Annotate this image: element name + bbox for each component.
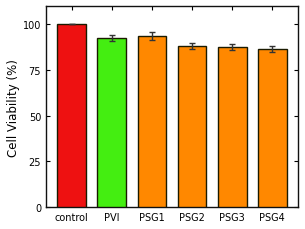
Bar (57, 25, 86, 207)
Bar (178, 47, 206, 207)
Bar (98, 39, 126, 207)
Bar (138, 37, 167, 207)
Bar (218, 48, 246, 207)
Bar (258, 50, 287, 207)
Y-axis label: Cell Viability (%): Cell Viability (%) (7, 58, 20, 156)
